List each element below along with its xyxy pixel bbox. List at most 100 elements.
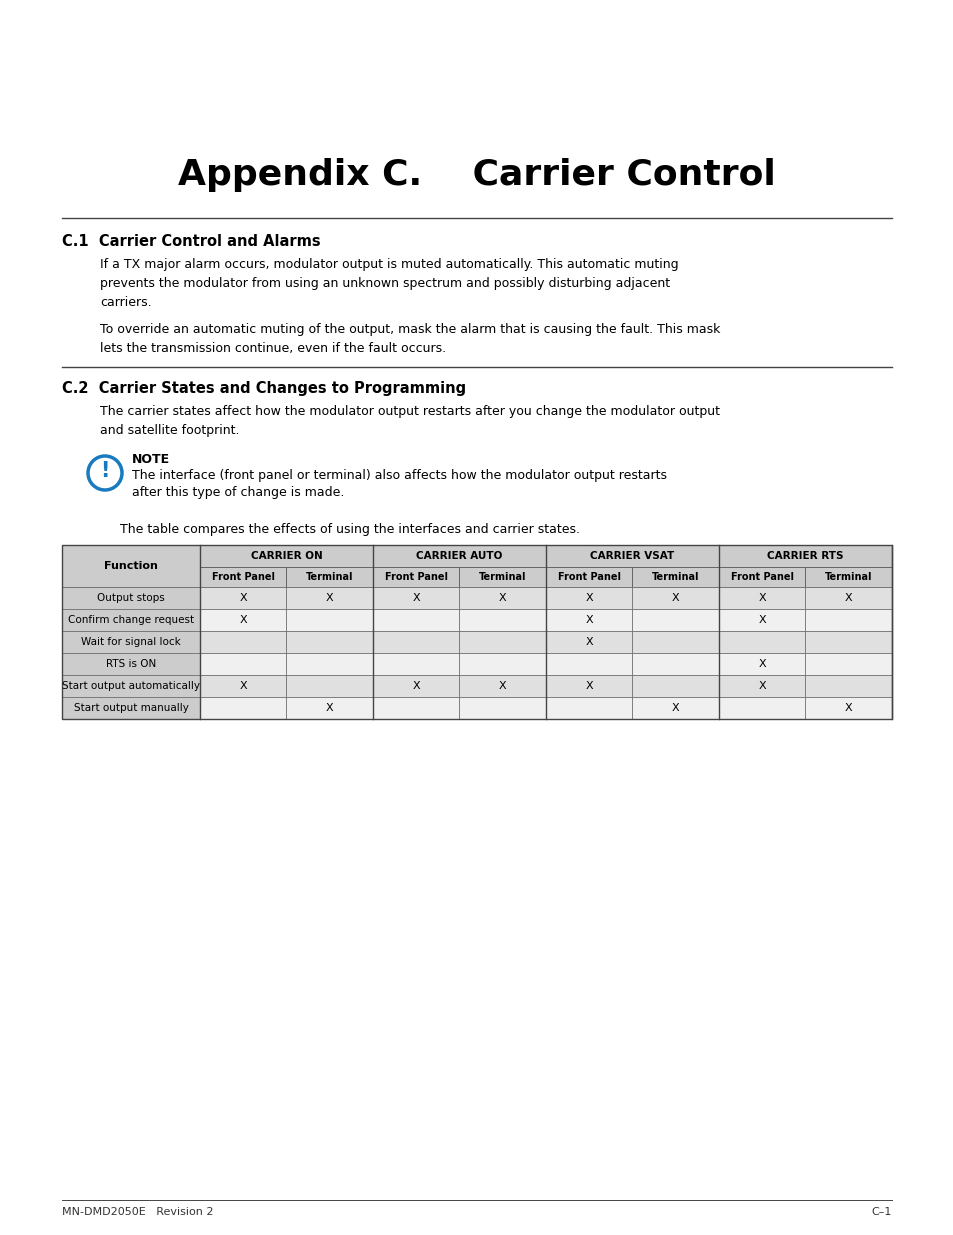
- Text: C–1: C–1: [871, 1207, 891, 1216]
- Bar: [373, 609, 459, 631]
- Text: CARRIER VSAT: CARRIER VSAT: [590, 551, 674, 561]
- Text: Output stops: Output stops: [97, 593, 165, 603]
- Bar: [200, 653, 286, 676]
- Text: X: X: [498, 680, 506, 692]
- Bar: [719, 545, 891, 567]
- Text: C.2  Carrier States and Changes to Programming: C.2 Carrier States and Changes to Progra…: [62, 382, 466, 396]
- Bar: [373, 587, 459, 609]
- Text: The table compares the effects of using the interfaces and carrier states.: The table compares the effects of using …: [120, 522, 579, 536]
- Bar: [459, 697, 545, 719]
- Bar: [459, 567, 545, 587]
- Text: X: X: [758, 615, 765, 625]
- Text: The interface (front panel or terminal) also affects how the modulator output re: The interface (front panel or terminal) …: [132, 469, 666, 482]
- Text: X: X: [239, 680, 247, 692]
- Text: Start output automatically: Start output automatically: [62, 680, 200, 692]
- Bar: [373, 567, 459, 587]
- Bar: [459, 676, 545, 697]
- Text: after this type of change is made.: after this type of change is made.: [132, 487, 344, 499]
- Text: X: X: [585, 593, 593, 603]
- Bar: [719, 587, 804, 609]
- Bar: [200, 545, 373, 567]
- Text: CARRIER ON: CARRIER ON: [251, 551, 322, 561]
- Bar: [632, 653, 719, 676]
- Bar: [545, 609, 632, 631]
- Text: RTS is ON: RTS is ON: [106, 659, 156, 669]
- Bar: [286, 567, 373, 587]
- Bar: [286, 676, 373, 697]
- Text: X: X: [326, 703, 334, 713]
- Text: X: X: [239, 593, 247, 603]
- Bar: [286, 631, 373, 653]
- Text: X: X: [758, 593, 765, 603]
- Bar: [632, 697, 719, 719]
- Text: X: X: [239, 615, 247, 625]
- Text: MN-DMD2050E   Revision 2: MN-DMD2050E Revision 2: [62, 1207, 213, 1216]
- Bar: [804, 609, 891, 631]
- Bar: [459, 587, 545, 609]
- Text: Start output manually: Start output manually: [73, 703, 189, 713]
- Bar: [719, 567, 804, 587]
- Bar: [62, 676, 200, 697]
- Text: If a TX major alarm occurs, modulator output is muted automatically. This automa: If a TX major alarm occurs, modulator ou…: [100, 258, 678, 270]
- Bar: [373, 545, 545, 567]
- Bar: [545, 545, 719, 567]
- Text: X: X: [844, 703, 852, 713]
- Bar: [62, 587, 200, 609]
- Bar: [545, 697, 632, 719]
- Bar: [286, 587, 373, 609]
- Bar: [719, 676, 804, 697]
- Bar: [719, 697, 804, 719]
- Bar: [373, 631, 459, 653]
- Bar: [200, 567, 286, 587]
- Bar: [286, 653, 373, 676]
- Bar: [632, 631, 719, 653]
- Bar: [545, 587, 632, 609]
- Text: !: !: [100, 461, 110, 480]
- Bar: [200, 631, 286, 653]
- Text: carriers.: carriers.: [100, 296, 152, 309]
- Text: Terminal: Terminal: [478, 572, 526, 582]
- Text: and satellite footprint.: and satellite footprint.: [100, 424, 239, 437]
- Text: To override an automatic muting of the output, mask the alarm that is causing th: To override an automatic muting of the o…: [100, 324, 720, 336]
- Bar: [459, 653, 545, 676]
- Bar: [200, 587, 286, 609]
- Text: X: X: [412, 680, 419, 692]
- Bar: [632, 567, 719, 587]
- Text: Front Panel: Front Panel: [384, 572, 447, 582]
- Bar: [545, 676, 632, 697]
- Text: Terminal: Terminal: [306, 572, 354, 582]
- Text: Terminal: Terminal: [824, 572, 872, 582]
- Bar: [719, 609, 804, 631]
- Bar: [545, 653, 632, 676]
- Text: Front Panel: Front Panel: [212, 572, 274, 582]
- Text: Confirm change request: Confirm change request: [68, 615, 193, 625]
- Text: prevents the modulator from using an unknown spectrum and possibly disturbing ad: prevents the modulator from using an unk…: [100, 277, 669, 290]
- Bar: [62, 653, 200, 676]
- Bar: [200, 676, 286, 697]
- Bar: [62, 545, 891, 719]
- Bar: [804, 676, 891, 697]
- Bar: [719, 631, 804, 653]
- Text: Wait for signal lock: Wait for signal lock: [81, 637, 181, 647]
- Bar: [286, 697, 373, 719]
- Bar: [62, 697, 200, 719]
- Bar: [632, 676, 719, 697]
- Text: CARRIER RTS: CARRIER RTS: [766, 551, 842, 561]
- Text: CARRIER AUTO: CARRIER AUTO: [416, 551, 502, 561]
- Text: X: X: [498, 593, 506, 603]
- Bar: [804, 697, 891, 719]
- Bar: [545, 631, 632, 653]
- Text: Terminal: Terminal: [651, 572, 699, 582]
- Bar: [804, 653, 891, 676]
- Bar: [545, 567, 632, 587]
- Text: C.1  Carrier Control and Alarms: C.1 Carrier Control and Alarms: [62, 233, 320, 249]
- Text: Front Panel: Front Panel: [730, 572, 793, 582]
- Bar: [804, 631, 891, 653]
- Bar: [373, 676, 459, 697]
- Text: X: X: [758, 659, 765, 669]
- Text: X: X: [671, 703, 679, 713]
- Bar: [804, 587, 891, 609]
- Text: X: X: [844, 593, 852, 603]
- Bar: [62, 631, 200, 653]
- Bar: [804, 567, 891, 587]
